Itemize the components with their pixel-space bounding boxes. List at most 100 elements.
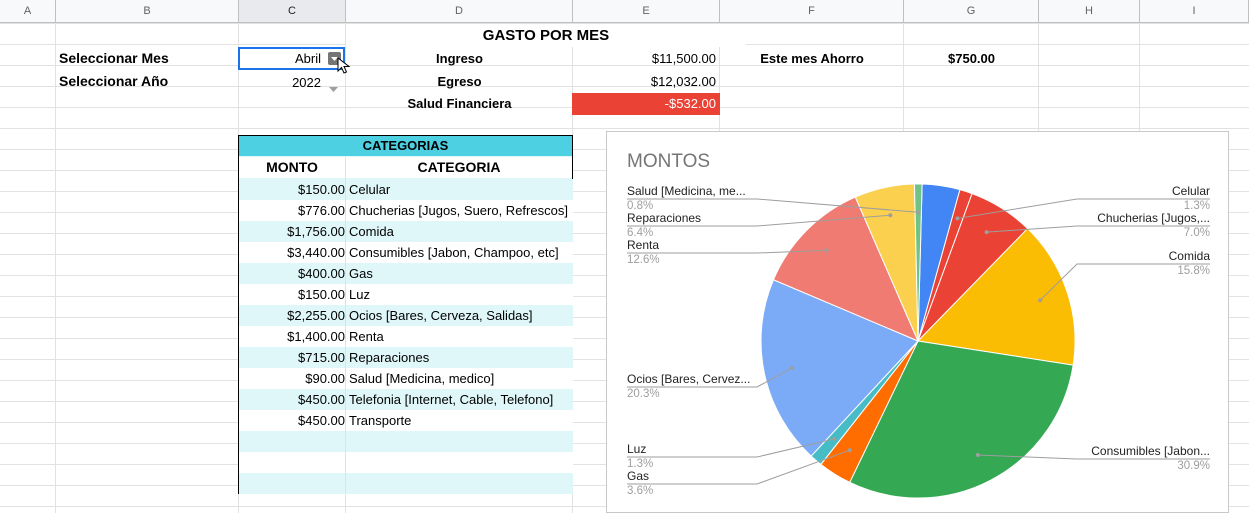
leader-line xyxy=(627,198,919,213)
leader-line xyxy=(986,225,1210,233)
monto-cell[interactable]: $400.00 xyxy=(298,266,345,281)
categoria-cell[interactable]: Ocios [Bares, Cerveza, Salidas] xyxy=(349,308,533,323)
legend-percent: 15.8% xyxy=(1177,265,1210,277)
ahorro-value[interactable]: $750.00 xyxy=(948,51,995,66)
table-row[interactable] xyxy=(239,473,573,494)
leader-dot xyxy=(1038,298,1043,303)
categoria-cell[interactable]: Telefonia [Internet, Cable, Telefono] xyxy=(349,392,554,407)
legend-percent: 1.3% xyxy=(1184,200,1210,212)
column-header-i[interactable]: I xyxy=(1140,0,1249,23)
leader-line xyxy=(627,214,891,227)
table-row[interactable]: $2,255.00 Ocios [Bares, Cerveza, Salidas] xyxy=(239,305,573,326)
categoria-column-header: CATEGORIA xyxy=(346,157,572,178)
categoria-cell[interactable]: Reparaciones xyxy=(349,350,430,365)
month-label: Seleccionar Mes xyxy=(59,50,169,66)
sheet-title: GASTO POR MES xyxy=(346,24,746,47)
categoria-cell[interactable]: Gas xyxy=(349,266,373,281)
categoria-cell[interactable]: Luz xyxy=(349,287,370,302)
categoria-cell[interactable]: Consumibles [Jabon, Champoo, etc] xyxy=(349,245,559,260)
legend-percent: 30.9% xyxy=(1177,460,1210,472)
legend-name: Gas xyxy=(627,469,649,483)
chevron-down-icon[interactable] xyxy=(329,80,338,95)
pie-slice[interactable] xyxy=(916,227,1076,366)
table-row[interactable]: $450.00 Telefonia [Internet, Cable, Telef… xyxy=(239,389,573,410)
monto-cell[interactable]: $1,756.00 xyxy=(287,224,345,239)
monto-cell[interactable]: $3,440.00 xyxy=(287,245,345,260)
leader-line xyxy=(627,438,835,458)
table-row[interactable] xyxy=(239,452,573,473)
column-header-e[interactable]: E xyxy=(573,0,720,23)
column-header-a[interactable]: A xyxy=(0,0,56,23)
legend-label: Chucherias [Jugos,... 7.0% xyxy=(984,211,1210,239)
legend-name: Luz xyxy=(627,442,646,456)
legend-label: Consumibles [Jabon... 30.9% xyxy=(975,444,1210,472)
column-header-d[interactable]: D xyxy=(346,0,573,23)
monto-cell[interactable]: $2,255.00 xyxy=(287,308,345,323)
pie-slice[interactable] xyxy=(760,279,919,457)
table-row[interactable] xyxy=(239,431,573,452)
ingreso-label: Ingreso xyxy=(436,51,483,66)
column-header-b[interactable]: B xyxy=(56,0,239,23)
monto-cell[interactable]: $90.00 xyxy=(305,371,345,386)
pie-slice[interactable] xyxy=(772,196,919,342)
legend-name: Ocios [Bares, Cervez... xyxy=(627,372,750,386)
table-row[interactable]: $1,756.00 Comida xyxy=(239,221,573,242)
column-header-h[interactable]: H xyxy=(1039,0,1140,23)
leader-line xyxy=(627,249,827,254)
legend-label: Gas 3.6% xyxy=(627,448,852,497)
monto-cell[interactable]: $150.00 xyxy=(298,182,345,197)
legend-label: Renta 12.6% xyxy=(627,238,829,266)
categoria-cell[interactable]: Renta xyxy=(349,329,384,344)
leader-dot xyxy=(790,365,795,370)
year-dropdown[interactable]: 2022 xyxy=(239,72,345,93)
categoria-cell[interactable]: Chucherias [Jugos, Suero, Refrescos] xyxy=(349,203,568,218)
legend-label: Ocios [Bares, Cervez... 20.3% xyxy=(627,365,795,400)
leader-dot xyxy=(847,448,852,453)
table-row[interactable]: $1,400.00 Renta xyxy=(239,326,573,347)
pie-slice[interactable] xyxy=(913,183,923,342)
monto-cell[interactable]: $450.00 xyxy=(298,413,345,428)
table-row[interactable]: $450.00 Transporte xyxy=(239,410,573,431)
egreso-label: Egreso xyxy=(437,74,482,89)
legend-name: Consumibles [Jabon... xyxy=(1091,444,1210,458)
categoria-cell[interactable]: Celular xyxy=(349,182,391,197)
monto-cell[interactable]: $776.00 xyxy=(298,203,345,218)
ingreso-value[interactable]: $11,500.00 xyxy=(651,51,716,66)
salud-financiera-value[interactable]: -$532.00 xyxy=(572,93,720,115)
legend-percent: 12.6% xyxy=(627,254,660,266)
table-row[interactable]: $3,440.00 Consumibles [Jabon, Champoo, et… xyxy=(239,242,573,263)
pie-chart[interactable]: MONTOS Celular 1.3% Chucherias [Jugos,... 7… xyxy=(606,131,1229,513)
categoria-cell[interactable]: Transporte xyxy=(349,413,412,428)
legend-name: Chucherias [Jugos,... xyxy=(1097,211,1210,225)
column-header-g[interactable]: G xyxy=(904,0,1039,23)
table-row[interactable]: $150.00 Celular xyxy=(239,179,573,200)
categoria-cell[interactable]: Comida xyxy=(349,224,394,239)
salud-financiera-label: Salud Financiera xyxy=(407,96,512,111)
pie-slice[interactable] xyxy=(849,340,1074,499)
chart-title: MONTOS xyxy=(627,151,710,172)
monto-cell[interactable]: $150.00 xyxy=(298,287,345,302)
categoria-cell[interactable]: Salud [Medicina, medico] xyxy=(349,371,495,386)
leader-line xyxy=(627,367,793,388)
legend-name: Reparaciones xyxy=(627,211,701,225)
monto-cell[interactable]: $1,400.00 xyxy=(287,329,345,344)
table-row[interactable]: $150.00 Luz xyxy=(239,284,573,305)
table-row[interactable]: $776.00 Chucherias [Jugos, Suero, Refresc… xyxy=(239,200,573,221)
table-row[interactable]: $90.00 Salud [Medicina, medico] xyxy=(239,368,573,389)
table-row[interactable]: $400.00 Gas xyxy=(239,263,573,284)
table-row[interactable]: $715.00 Reparaciones xyxy=(239,347,573,368)
monto-cell[interactable]: $715.00 xyxy=(298,350,345,365)
ahorro-label: Este mes Ahorro xyxy=(760,51,864,66)
monto-cell[interactable]: $450.00 xyxy=(298,392,345,407)
table-column-divider xyxy=(345,157,346,493)
legend-name: Salud [Medicina, me... xyxy=(627,184,746,198)
leader-dot xyxy=(984,230,989,235)
legend-name: Comida xyxy=(1169,249,1211,263)
month-dropdown[interactable]: Abril xyxy=(238,47,345,70)
egreso-value[interactable]: $12,032.00 xyxy=(650,74,716,89)
leader-dot xyxy=(916,210,921,215)
legend-label: Comida 15.8% xyxy=(1038,249,1211,303)
column-header-f[interactable]: F xyxy=(720,0,904,23)
column-header-c[interactable]: C xyxy=(239,0,346,23)
